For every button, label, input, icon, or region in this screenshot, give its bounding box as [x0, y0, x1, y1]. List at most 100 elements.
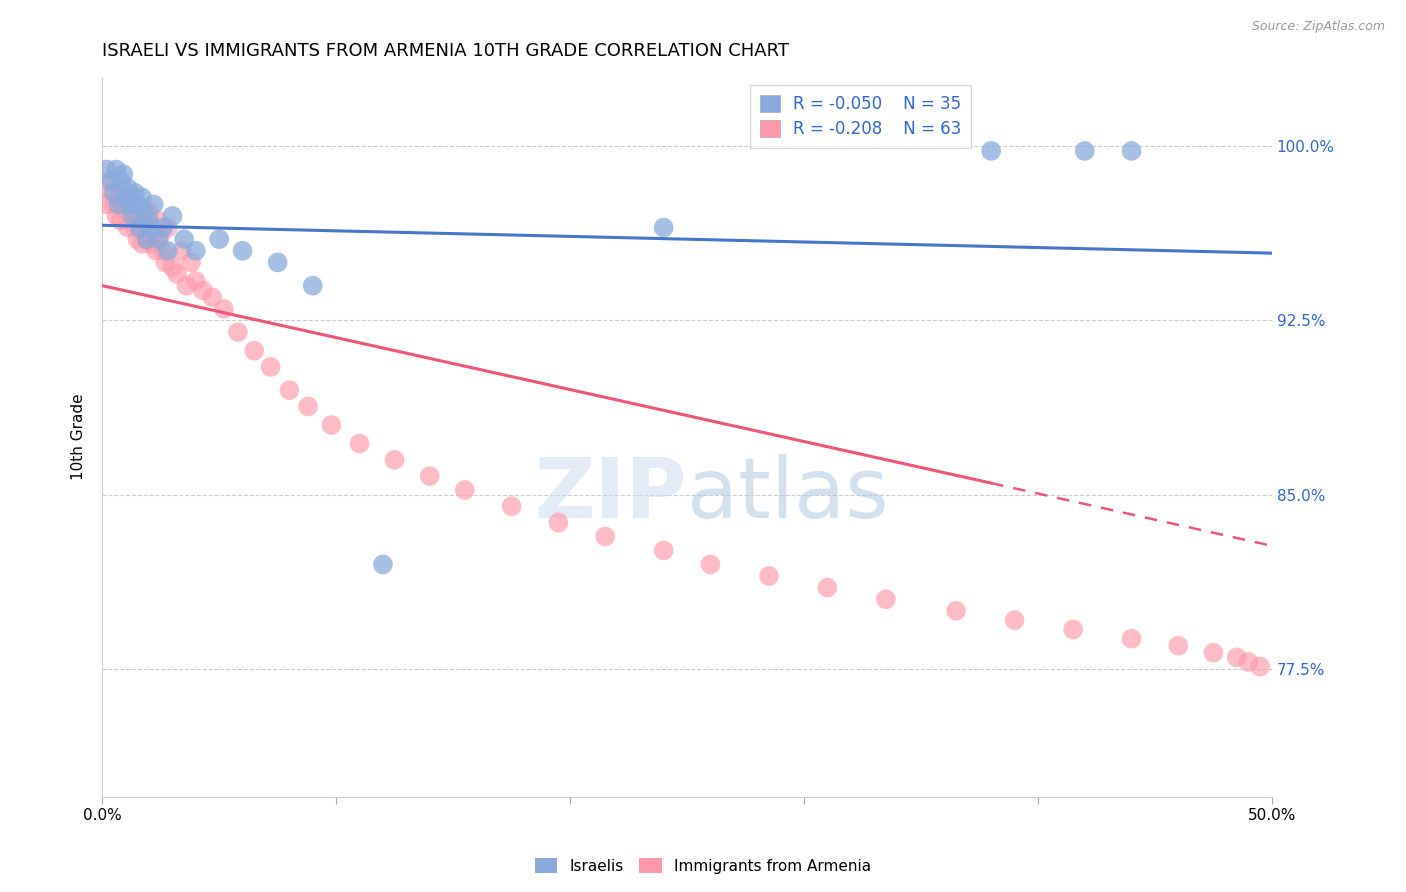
Point	[112, 167, 135, 181]
Y-axis label: 10th Grade: 10th Grade	[72, 393, 86, 480]
Point	[1237, 655, 1260, 669]
Point	[266, 255, 288, 269]
Point	[127, 197, 149, 211]
Point	[243, 343, 266, 358]
Point	[162, 260, 184, 274]
Point	[208, 232, 231, 246]
Point	[100, 174, 122, 188]
Point	[112, 197, 135, 211]
Point	[138, 213, 160, 227]
Point	[1121, 144, 1143, 158]
Point	[980, 144, 1002, 158]
Point	[98, 174, 121, 188]
Point	[121, 209, 143, 223]
Point	[149, 227, 172, 242]
Point	[162, 209, 184, 223]
Point	[170, 244, 193, 258]
Point	[120, 190, 142, 204]
Point	[191, 283, 214, 297]
Point	[135, 232, 157, 246]
Point	[134, 204, 156, 219]
Point	[134, 220, 156, 235]
Legend: R = -0.050    N = 35, R = -0.208    N = 63: R = -0.050 N = 35, R = -0.208 N = 63	[749, 85, 972, 148]
Text: ZIP: ZIP	[534, 454, 688, 534]
Point	[419, 469, 441, 483]
Point	[384, 453, 406, 467]
Point	[232, 244, 254, 258]
Point	[699, 558, 721, 572]
Point	[1202, 646, 1225, 660]
Point	[349, 436, 371, 450]
Point	[117, 220, 139, 235]
Point	[1121, 632, 1143, 646]
Point	[142, 227, 165, 242]
Point	[107, 197, 129, 211]
Point	[110, 213, 132, 227]
Point	[184, 244, 207, 258]
Point	[148, 213, 170, 227]
Point	[156, 244, 179, 258]
Text: atlas: atlas	[688, 454, 889, 534]
Point	[127, 232, 149, 246]
Point	[652, 220, 675, 235]
Point	[278, 383, 301, 397]
Point	[1004, 613, 1026, 627]
Point	[758, 569, 780, 583]
Point	[141, 220, 163, 235]
Point	[105, 162, 128, 177]
Point	[148, 232, 170, 246]
Point	[96, 162, 118, 177]
Point	[96, 197, 118, 211]
Point	[156, 220, 179, 235]
Point	[184, 274, 207, 288]
Point	[652, 543, 675, 558]
Point	[547, 516, 569, 530]
Point	[142, 197, 165, 211]
Point	[815, 581, 838, 595]
Text: Source: ZipAtlas.com: Source: ZipAtlas.com	[1251, 20, 1385, 33]
Point	[128, 220, 150, 235]
Point	[114, 190, 136, 204]
Point	[114, 204, 136, 219]
Point	[301, 278, 323, 293]
Point	[124, 220, 146, 235]
Point	[1074, 144, 1097, 158]
Point	[107, 190, 129, 204]
Point	[501, 500, 523, 514]
Point	[212, 301, 235, 316]
Point	[166, 267, 188, 281]
Point	[145, 244, 167, 258]
Point	[321, 417, 343, 432]
Point	[100, 186, 122, 200]
Point	[173, 232, 195, 246]
Point	[110, 174, 132, 188]
Point	[1249, 659, 1271, 673]
Point	[103, 197, 125, 211]
Point	[454, 483, 477, 497]
Point	[121, 209, 143, 223]
Point	[176, 278, 198, 293]
Point	[124, 186, 146, 200]
Point	[1062, 623, 1084, 637]
Point	[131, 236, 153, 251]
Point	[1226, 650, 1249, 665]
Point	[371, 558, 394, 572]
Point	[593, 529, 616, 543]
Point	[135, 232, 157, 246]
Point	[105, 209, 128, 223]
Point	[297, 400, 319, 414]
Point	[128, 213, 150, 227]
Point	[155, 255, 177, 269]
Point	[180, 255, 202, 269]
Point	[226, 325, 249, 339]
Point	[875, 592, 897, 607]
Point	[1167, 639, 1189, 653]
Point	[131, 190, 153, 204]
Point	[138, 204, 160, 219]
Legend: Israelis, Immigrants from Armenia: Israelis, Immigrants from Armenia	[529, 852, 877, 880]
Text: ISRAELI VS IMMIGRANTS FROM ARMENIA 10TH GRADE CORRELATION CHART: ISRAELI VS IMMIGRANTS FROM ARMENIA 10TH …	[103, 42, 789, 60]
Point	[152, 244, 174, 258]
Point	[259, 359, 281, 374]
Point	[103, 186, 125, 200]
Point	[152, 220, 174, 235]
